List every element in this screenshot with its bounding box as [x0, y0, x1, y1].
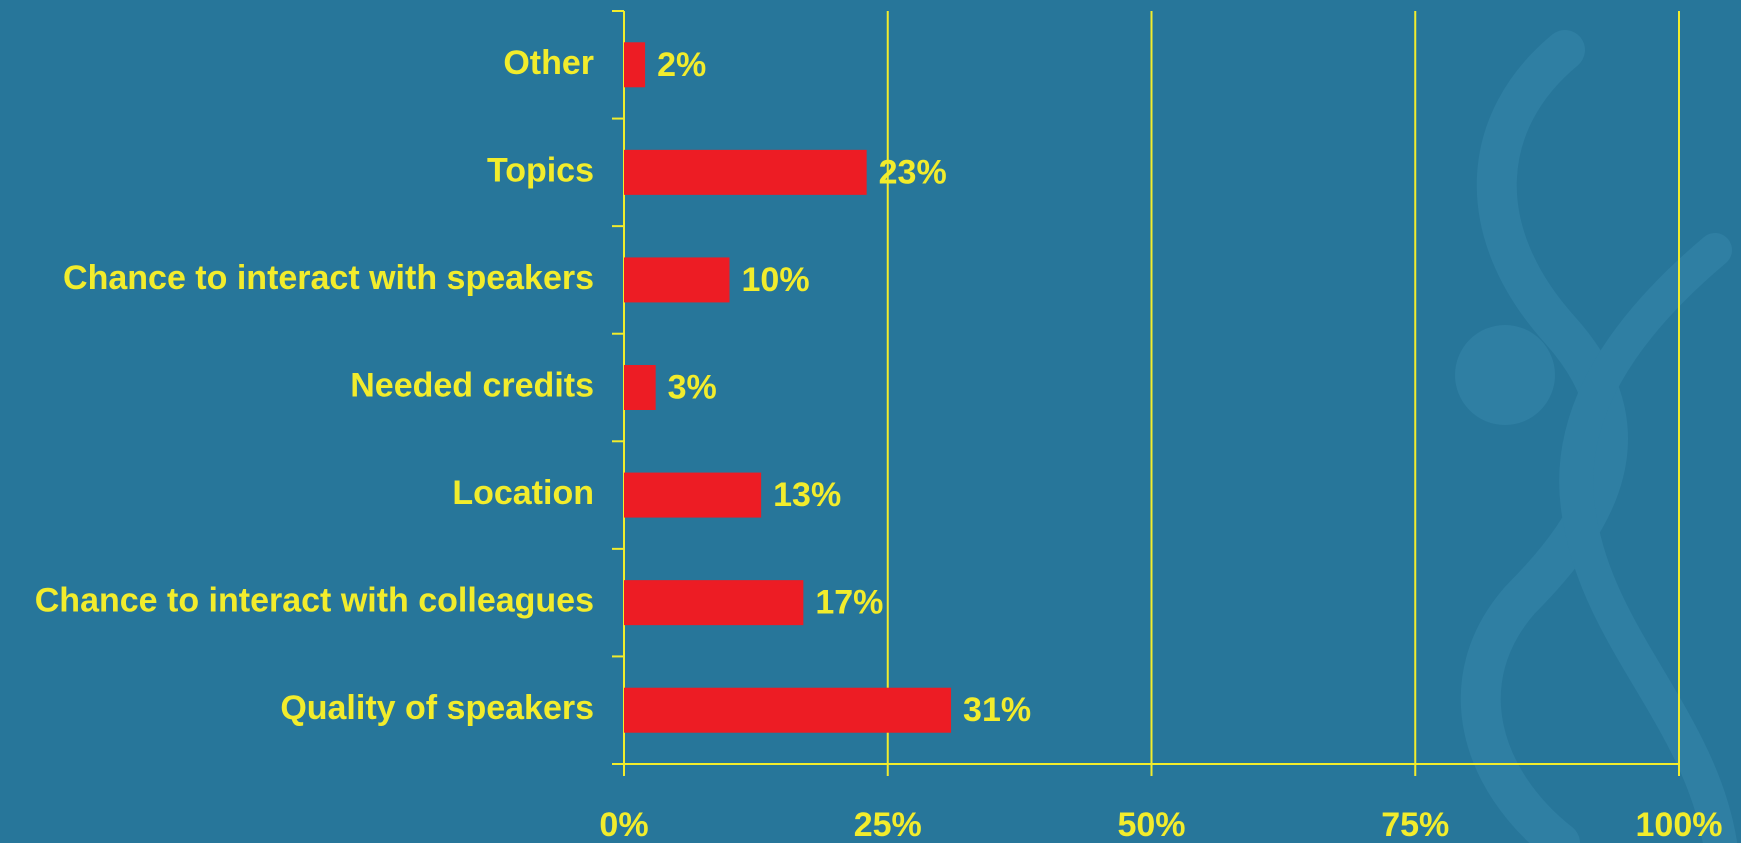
- y-tick-label: Location: [452, 474, 594, 512]
- x-tick-label: 100%: [1636, 806, 1723, 843]
- x-tick-label: 0%: [599, 806, 648, 843]
- y-tick-label: Topics: [487, 151, 594, 189]
- bar: [624, 580, 804, 626]
- bar: [624, 472, 762, 518]
- x-tick-label: 50%: [1117, 806, 1185, 843]
- value-label: 10%: [742, 261, 810, 299]
- y-tick-label: Chance to interact with colleagues: [35, 582, 594, 620]
- bar: [624, 149, 867, 195]
- y-tick-label: Quality of speakers: [280, 689, 594, 727]
- bar: [624, 365, 656, 410]
- value-label: 17%: [815, 584, 883, 622]
- background-decoration: [1455, 30, 1737, 843]
- value-label: 3%: [668, 368, 717, 406]
- bar: [624, 687, 952, 733]
- x-tick-label: 75%: [1381, 806, 1449, 843]
- y-tick-label: Chance to interact with speakers: [63, 259, 594, 297]
- value-label: 23%: [879, 153, 947, 191]
- value-label: 31%: [963, 691, 1031, 729]
- y-tick-label: Other: [503, 44, 594, 82]
- value-label: 13%: [773, 476, 841, 514]
- y-tick-label: Needed credits: [350, 366, 594, 404]
- bar: [624, 42, 646, 88]
- bar: [624, 257, 730, 303]
- x-tick-label: 25%: [854, 806, 922, 843]
- value-label: 2%: [657, 46, 706, 84]
